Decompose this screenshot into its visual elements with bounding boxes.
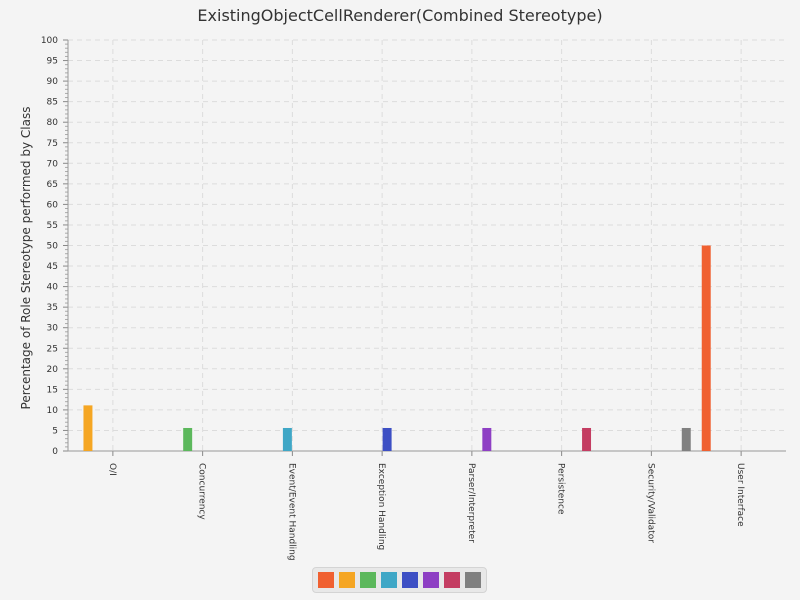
y-tick-label: 35 xyxy=(47,303,58,313)
x-axis: O/I Concurrency Event/Event Handling Except… xyxy=(68,450,786,561)
bar xyxy=(701,245,711,451)
bar xyxy=(482,427,492,451)
bar xyxy=(582,427,592,451)
y-tick-label: 100 xyxy=(41,36,58,46)
y-tick-label: 30 xyxy=(47,324,59,334)
legend-swatch xyxy=(318,572,334,588)
y-tick-label: 85 xyxy=(47,98,58,108)
x-category-label: User Interface xyxy=(735,463,745,527)
legend-swatch xyxy=(402,572,418,588)
x-category-label: Event/Event Handling xyxy=(286,463,296,561)
y-tick-label: 90 xyxy=(47,77,59,87)
y-tick-label: 5 xyxy=(52,426,58,436)
legend-swatch xyxy=(339,572,355,588)
y-tick-label: 15 xyxy=(47,385,58,395)
y-tick-label: 25 xyxy=(47,344,58,354)
bar xyxy=(382,427,392,451)
y-tick-label: 0 xyxy=(52,447,58,457)
y-tick-label: 40 xyxy=(47,283,59,293)
x-category-label: Persistence xyxy=(556,463,566,515)
legend-swatch xyxy=(381,572,397,588)
bar xyxy=(83,405,93,451)
y-tick-label: 75 xyxy=(47,139,58,149)
chart-title: ExistingObjectCellRenderer(Combined Ster… xyxy=(197,6,603,25)
y-tick-label: 95 xyxy=(47,57,58,67)
y-axis-title: Percentage of Role Stereotype performed … xyxy=(19,107,33,410)
y-tick-label: 80 xyxy=(47,118,59,128)
grid-lines xyxy=(68,39,786,451)
bar xyxy=(282,427,292,451)
x-category-label: Exception Handling xyxy=(376,463,386,550)
bar xyxy=(681,427,691,451)
bar xyxy=(183,427,193,451)
legend-swatch xyxy=(423,572,439,588)
y-tick-label: 65 xyxy=(47,180,58,190)
y-tick-label: 20 xyxy=(47,365,59,375)
x-category-label: Parser/Interpreter xyxy=(466,463,476,543)
y-tick-label: 45 xyxy=(47,262,58,272)
y-tick-label: 70 xyxy=(47,159,59,169)
y-tick-label: 10 xyxy=(47,406,59,416)
legend-swatch xyxy=(360,572,376,588)
x-category-label: Security/Validator xyxy=(645,463,655,543)
bars xyxy=(83,245,711,451)
x-category-label: O/I xyxy=(107,463,117,476)
x-category-label: Concurrency xyxy=(197,463,207,520)
legend xyxy=(312,567,487,593)
legend-swatch xyxy=(465,572,481,588)
y-tick-label: 55 xyxy=(47,221,58,231)
y-tick-label: 60 xyxy=(47,200,59,210)
y-axis: 0 5 10 15 20 25 30 35 40 45 50 55 60 65 70 75 80 85 90 95 10… xyxy=(41,36,69,457)
legend-swatch xyxy=(444,572,460,588)
y-tick-label: 50 xyxy=(47,242,59,252)
